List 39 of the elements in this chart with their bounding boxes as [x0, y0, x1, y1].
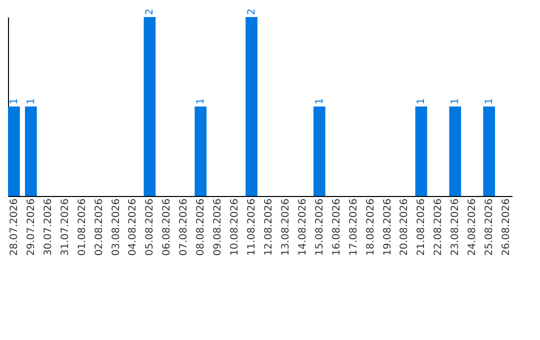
data-label: 2: [246, 8, 258, 15]
x-tick-label: 07.08.2026: [178, 198, 190, 256]
data-label: 1: [484, 98, 496, 104]
x-tick-label: 10.08.2026: [230, 198, 241, 256]
data-label: 1: [8, 98, 20, 104]
x-tick-label: 04.08.2026: [128, 198, 139, 256]
x-tick-label: 13.08.2026: [280, 198, 292, 256]
x-tick-label: 22.08.2026: [433, 198, 444, 256]
data-label: 1: [26, 98, 37, 104]
x-tick-label: 31.07.2026: [60, 198, 71, 256]
x-tick-label: 28.07.2026: [8, 198, 20, 256]
x-tick-label: 14.08.2026: [297, 198, 308, 256]
x-tick-label: 06.08.2026: [162, 198, 173, 256]
data-label: 2: [144, 8, 156, 15]
data-label: 1: [196, 98, 207, 104]
x-tick-label: 09.08.2026: [212, 198, 224, 256]
x-tick-label: 02.08.2026: [94, 198, 105, 256]
data-label: 1: [416, 98, 428, 104]
x-tick-label: 25.08.2026: [484, 198, 496, 256]
data-label: 1: [314, 98, 326, 104]
x-tick-label: 26.08.2026: [501, 198, 512, 256]
x-tick-label: 29.07.2026: [26, 198, 37, 256]
x-tick-label: 23.08.2026: [450, 198, 462, 256]
x-tick-label: 05.08.2026: [144, 198, 156, 256]
x-tick-label: 08.08.2026: [196, 198, 207, 256]
x-tick-label: 21.08.2026: [416, 198, 428, 256]
x-tick-label: 15.08.2026: [314, 198, 326, 256]
x-tick-label: 12.08.2026: [263, 198, 274, 256]
x-tick-label: 30.07.2026: [42, 198, 54, 256]
data-label: 1: [450, 98, 462, 104]
x-tick-label: 16.08.2026: [331, 198, 342, 256]
x-tick-label: 11.08.2026: [246, 198, 258, 256]
x-tick-label: 01.08.2026: [76, 198, 88, 256]
x-tick-label: 03.08.2026: [110, 198, 122, 256]
x-tick-label: 17.08.2026: [348, 198, 360, 256]
x-tick-label: 20.08.2026: [399, 198, 410, 256]
x-tick-label: 24.08.2026: [467, 198, 478, 256]
x-tick-label: 18.08.2026: [365, 198, 376, 256]
x-tick-label: 19.08.2026: [382, 198, 394, 256]
